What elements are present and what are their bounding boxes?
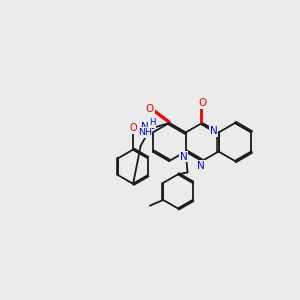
Text: N: N xyxy=(141,122,149,132)
Text: N: N xyxy=(180,152,188,161)
Text: NH: NH xyxy=(138,128,152,137)
Text: N: N xyxy=(144,127,152,136)
Text: O: O xyxy=(198,98,206,108)
Text: N: N xyxy=(197,161,205,171)
Text: N: N xyxy=(210,127,218,136)
Text: O: O xyxy=(146,103,154,114)
Text: H: H xyxy=(137,127,144,136)
Text: O: O xyxy=(129,124,137,134)
Text: H: H xyxy=(149,118,155,127)
